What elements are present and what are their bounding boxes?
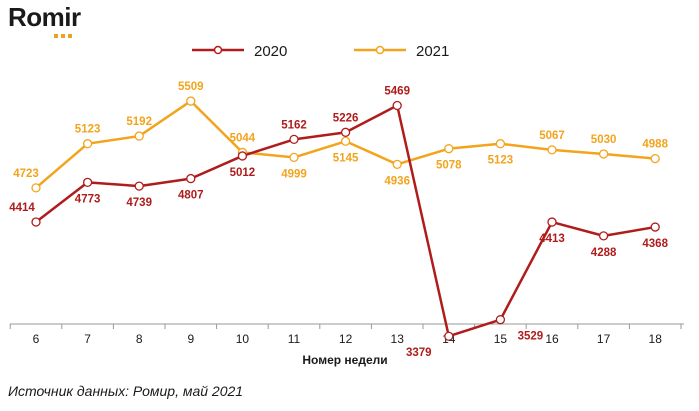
data-label-2020: 3379 (406, 347, 432, 359)
data-label-2020: 5226 (333, 112, 359, 124)
data-label-2021: 4723 (13, 168, 39, 180)
data-point-2020 (31, 217, 41, 227)
logo-text: Romir (8, 2, 81, 32)
logo-dots (54, 34, 72, 38)
data-label-2021: 4936 (384, 175, 410, 187)
romir-logo: Romir (8, 2, 81, 38)
legend-marker-2020 (213, 45, 223, 55)
data-label-2020: 4414 (9, 202, 35, 214)
data-label-2021: 5509 (178, 81, 204, 93)
data-label-2020: 5469 (384, 86, 410, 98)
data-point-2020 (598, 231, 609, 241)
x-tick-label: 10 (236, 332, 250, 346)
data-point-2020 (289, 134, 299, 145)
data-label-2020: 4288 (591, 247, 617, 259)
data-labels: 4723 4414 5123 4773 5192 4739 5509 4807 5044 5012… (9, 81, 668, 359)
legend-marker-2021 (375, 45, 385, 55)
legend-label-2021: 2021 (416, 43, 449, 60)
data-label-2021: 5078 (436, 160, 462, 172)
data-point-2021 (444, 144, 454, 154)
data-point-2021 (289, 152, 299, 163)
data-label-2020: 5012 (230, 167, 256, 179)
data-label-2021: 5123 (75, 124, 101, 136)
x-tick-label: 8 (136, 332, 143, 346)
data-point-2020 (547, 217, 557, 227)
data-label-2021: 5030 (591, 134, 617, 146)
x-tick-label: 13 (391, 332, 405, 346)
data-label-2020: 4807 (178, 190, 204, 202)
data-point-2021 (650, 153, 660, 164)
data-label-2021: 5067 (539, 130, 565, 142)
data-point-2021 (392, 159, 402, 169)
data-point-2021 (598, 149, 609, 159)
legend: 2020 2021 (192, 43, 449, 60)
data-point-2020 (340, 127, 351, 137)
x-tick-label: 6 (33, 332, 40, 346)
data-label-2020: 4739 (126, 197, 152, 209)
x-tick-label: 11 (288, 332, 301, 346)
data-point-2021 (547, 145, 557, 155)
data-point-2021 (186, 96, 196, 106)
x-tick-label: 9 (187, 332, 194, 346)
data-point-2021 (134, 131, 144, 141)
data-point-2020 (444, 331, 454, 341)
data-point-2021 (340, 136, 351, 146)
data-label-2021: 5123 (488, 155, 514, 167)
data-point-2020 (495, 315, 506, 325)
data-point-2020 (237, 151, 248, 161)
data-point-2020 (82, 177, 93, 187)
data-label-2020: 4413 (539, 233, 565, 245)
data-point-2021 (495, 139, 506, 149)
data-label-2020: 3529 (518, 331, 544, 343)
data-label-2021: 5044 (230, 132, 256, 144)
data-point-2020 (392, 100, 402, 111)
x-tick-label: 18 (649, 332, 663, 346)
x-tick-label: 17 (597, 332, 611, 346)
x-tick-label: 7 (84, 332, 91, 346)
line-chart: 2020 2021 6789101112131415161718 4723441… (9, 43, 684, 367)
x-axis-title: Номер недели (302, 353, 387, 367)
data-label-2021: 5145 (333, 152, 359, 164)
x-tick-label: 16 (545, 332, 559, 346)
data-point-2020 (134, 181, 144, 191)
source-note: Источник данных: Ромир, май 2021 (8, 383, 244, 399)
data-label-2020: 4773 (75, 193, 101, 205)
data-label-2020: 4368 (642, 238, 668, 250)
data-point-2020 (186, 173, 196, 184)
data-label-2020: 5162 (281, 119, 307, 131)
x-ticks: 6789101112131415161718 (9, 324, 682, 346)
data-point-2021 (31, 183, 41, 193)
data-point-2021 (82, 139, 93, 149)
series-points (31, 96, 660, 341)
data-label-2021: 4999 (281, 168, 307, 180)
data-point-2020 (650, 222, 660, 232)
x-tick-label: 15 (494, 332, 508, 346)
data-label-2021: 4988 (642, 139, 668, 151)
legend-label-2020: 2020 (254, 43, 287, 60)
x-tick-label: 12 (339, 332, 353, 346)
data-label-2021: 5192 (126, 116, 152, 128)
